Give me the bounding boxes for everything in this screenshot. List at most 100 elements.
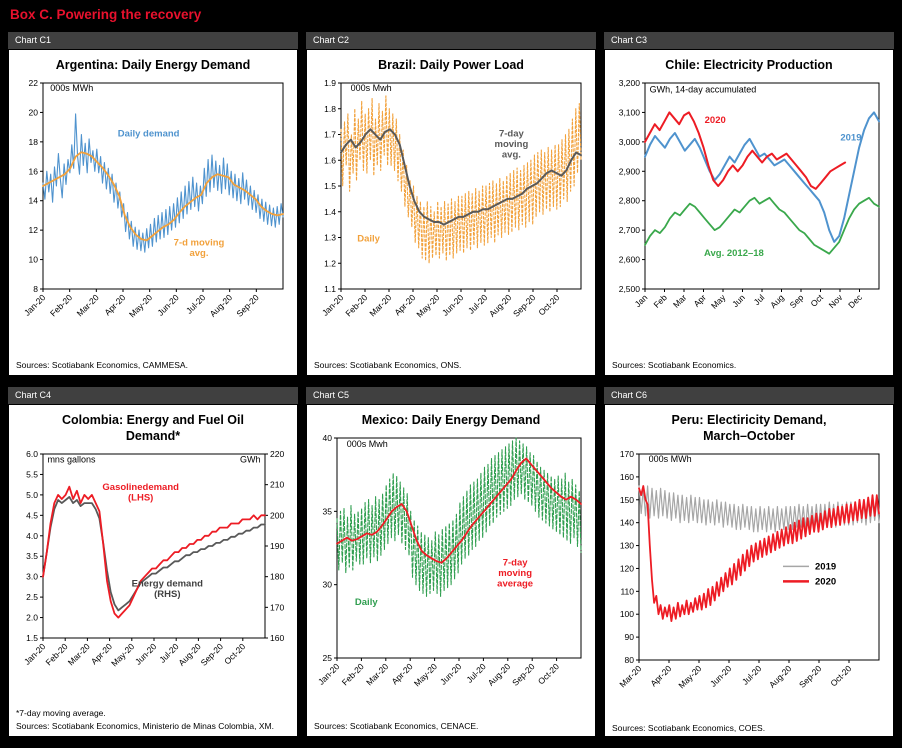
svg-text:3,200: 3,200 <box>619 78 641 88</box>
svg-text:moving: moving <box>495 139 529 150</box>
svg-text:1.2: 1.2 <box>324 258 336 268</box>
svg-text:160: 160 <box>270 633 284 643</box>
svg-text:Aug-20: Aug-20 <box>486 661 513 688</box>
svg-text:80: 80 <box>625 655 635 665</box>
spacer <box>11 350 295 358</box>
svg-text:170: 170 <box>270 602 284 612</box>
svg-text:000s MWh: 000s MWh <box>50 83 93 93</box>
chart-sources: Sources: Scotiabank Economics, CENACE. <box>314 721 479 731</box>
svg-text:Daily demand: Daily demand <box>118 129 180 140</box>
svg-text:6.0: 6.0 <box>26 449 38 459</box>
svg-text:2020: 2020 <box>705 115 726 126</box>
svg-text:mns gallons: mns gallons <box>47 454 96 464</box>
svg-text:May: May <box>709 292 728 311</box>
svg-text:4.0: 4.0 <box>26 531 38 541</box>
chart-panel-c4: Chart C4 Colombia: Energy and Fuel Oil D… <box>8 387 298 737</box>
svg-text:5.5: 5.5 <box>26 469 38 479</box>
svg-text:Aug-20: Aug-20 <box>208 292 235 319</box>
chart-title-line: Colombia: Energy and Fuel Oil <box>62 413 244 427</box>
svg-text:22: 22 <box>29 78 39 88</box>
chart-title-line: Mexico: Daily Energy Demand <box>361 413 541 427</box>
svg-text:20: 20 <box>29 107 39 117</box>
svg-text:Jul-20: Jul-20 <box>466 292 490 316</box>
svg-text:2019: 2019 <box>815 561 836 572</box>
svg-text:180: 180 <box>270 572 284 582</box>
svg-text:2.0: 2.0 <box>26 613 38 623</box>
chart-canvas: 80 90 100 110 120 130 140 150 160 170 Mar-20 Apr-20… <box>617 449 880 690</box>
svg-text:130: 130 <box>620 541 634 551</box>
svg-text:May-20: May-20 <box>412 661 439 688</box>
svg-text:7-day: 7-day <box>499 129 525 140</box>
chart-title: Peru: Electiricity Demand, March–October <box>607 409 891 444</box>
svg-text:Mar-20: Mar-20 <box>367 292 393 318</box>
svg-text:10: 10 <box>29 255 39 265</box>
svg-text:Sep-20: Sep-20 <box>797 663 824 690</box>
svg-text:Oct-20: Oct-20 <box>536 661 561 686</box>
chart-canvas: 1.11.21.31.41.51.61.71.81.9Jan-20Feb-20M… <box>320 78 582 319</box>
svg-text:7-day: 7-day <box>503 558 529 569</box>
svg-text:1.9: 1.9 <box>324 78 336 88</box>
svg-text:000s Mwh: 000s Mwh <box>351 83 392 93</box>
svg-text:3,100: 3,100 <box>619 107 641 117</box>
svg-text:3.0: 3.0 <box>26 572 38 582</box>
svg-text:GWh, 14-day accumulated: GWh, 14-day accumulated <box>650 84 757 94</box>
svg-text:Sep-20: Sep-20 <box>510 661 537 688</box>
svg-text:12: 12 <box>29 225 39 235</box>
svg-text:2019: 2019 <box>840 133 861 144</box>
svg-text:Jun: Jun <box>730 292 747 309</box>
chart-plot: 8 10 12 14 16 18 20 22 Jan-20 Feb-20 Mar-20 Apr-20 M… <box>11 73 295 350</box>
svg-text:000s Mwh: 000s Mwh <box>347 439 388 449</box>
chart-plot: 25 30 35 40 Jan-20 Feb-20 Mar-20 Apr-20 May-20 Ju… <box>309 428 593 719</box>
chart-plot: 80 90 100 110 120 130 140 150 160 170 Mar-20 Apr-20… <box>607 444 891 721</box>
svg-text:Jul-20: Jul-20 <box>184 292 208 316</box>
chart-title: Mexico: Daily Energy Demand <box>309 409 593 428</box>
chart-title-line: Argentina: Daily Energy Demand <box>55 58 251 72</box>
svg-text:Mar-20: Mar-20 <box>66 641 92 667</box>
chart-title-line: Peru: Electiricity Demand, <box>671 413 827 427</box>
svg-text:2020: 2020 <box>815 576 836 587</box>
svg-text:1.5: 1.5 <box>324 181 336 191</box>
svg-text:2,500: 2,500 <box>619 284 641 294</box>
svg-text:Apr-20: Apr-20 <box>390 661 415 686</box>
chart-box: Colombia: Energy and Fuel Oil Demand* 1.… <box>8 404 298 737</box>
svg-text:Jan-20: Jan-20 <box>22 641 48 667</box>
svg-text:Energy demand: Energy demand <box>132 578 203 589</box>
svg-text:3.5: 3.5 <box>26 551 38 561</box>
svg-text:Mar-20: Mar-20 <box>75 292 101 318</box>
svg-text:18: 18 <box>29 137 39 147</box>
chart-box: Argentina: Daily Energy Demand 8 10 12 14 16… <box>8 49 298 376</box>
svg-text:120: 120 <box>620 563 634 573</box>
svg-text:1.1: 1.1 <box>324 284 336 294</box>
svg-text:Daily: Daily <box>357 234 380 245</box>
svg-text:avg.: avg. <box>502 150 521 161</box>
svg-text:Sep-20: Sep-20 <box>511 292 538 319</box>
chart-tag: Chart C5 <box>306 387 596 404</box>
svg-text:Sep-20: Sep-20 <box>234 292 261 319</box>
svg-text:average: average <box>497 579 533 590</box>
svg-text:2,800: 2,800 <box>619 196 641 206</box>
svg-text:avg.: avg. <box>189 248 208 259</box>
svg-text:140: 140 <box>620 518 634 528</box>
svg-text:Jun-20: Jun-20 <box>155 292 181 318</box>
svg-text:2,900: 2,900 <box>619 166 641 176</box>
chart-sources: Sources: Scotiabank Economics, ONS. <box>314 360 462 370</box>
svg-text:5.0: 5.0 <box>26 490 38 500</box>
svg-text:14: 14 <box>29 196 39 206</box>
svg-text:Jun-20: Jun-20 <box>440 292 466 318</box>
svg-text:8: 8 <box>33 284 38 294</box>
spacer <box>309 350 593 358</box>
svg-text:Jul-20: Jul-20 <box>464 661 488 685</box>
chart-canvas: 1.5 2.0 2.5 3.0 3.5 4.0 4.5 5.0 5.5 6.0 160 170 180 1… <box>22 449 284 668</box>
chart-sources: Sources: Scotiabank Economics, CAMMESA. <box>16 360 188 370</box>
svg-text:7-d moving: 7-d moving <box>174 238 225 249</box>
svg-text:(RHS): (RHS) <box>154 589 180 600</box>
svg-text:Jan-20: Jan-20 <box>320 292 346 318</box>
svg-text:Jul-20: Jul-20 <box>740 663 764 687</box>
chart-box: Peru: Electiricity Demand, March–October… <box>604 404 894 737</box>
svg-text:30: 30 <box>323 580 333 590</box>
svg-text:May-20: May-20 <box>414 292 441 319</box>
svg-text:150: 150 <box>620 495 634 505</box>
svg-text:GWh: GWh <box>240 454 261 464</box>
svg-text:16: 16 <box>29 166 39 176</box>
svg-text:35: 35 <box>323 506 333 516</box>
